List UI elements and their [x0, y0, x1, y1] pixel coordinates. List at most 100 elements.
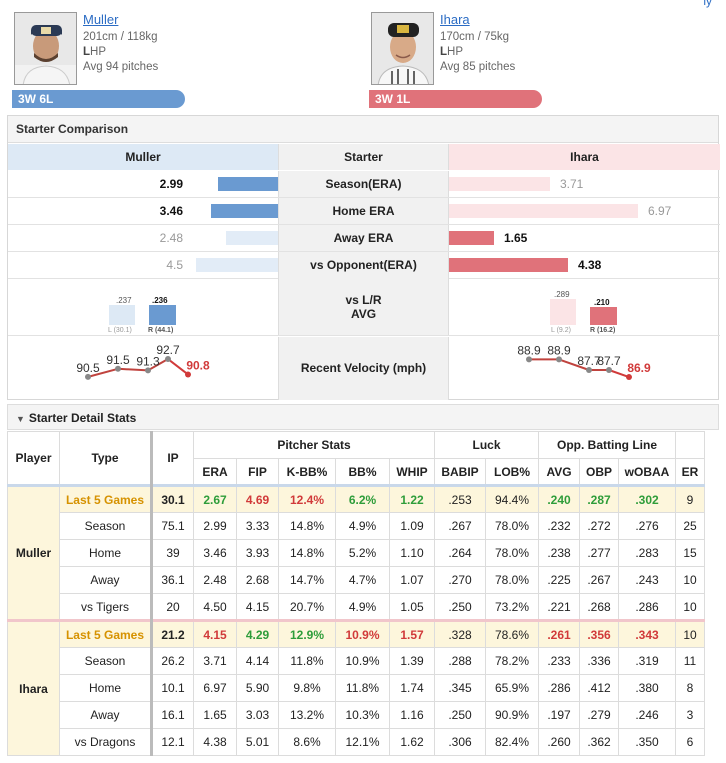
- type-cell: Season: [59, 512, 152, 540]
- comparison-row: 2.48 Away ERA 1.65: [8, 225, 720, 252]
- velocity-line-segment: [117, 367, 149, 372]
- th-obp: OBP: [579, 458, 619, 486]
- velocity-label: 88.9: [547, 343, 571, 357]
- er-cell: 15: [675, 539, 705, 567]
- whip-cell: 1.22: [389, 484, 435, 513]
- velocity-point: [185, 371, 191, 378]
- pitcher-hand-right: LHP: [440, 46, 464, 58]
- pitcher-name-left[interactable]: Muller: [83, 12, 119, 27]
- pitcher-size-left: 201cm / 118kg: [83, 31, 158, 43]
- th-babip: BABIP: [434, 458, 486, 486]
- lr-left-r-tag: R (44.1): [148, 327, 174, 334]
- record-badge-right: 3W 1L: [369, 90, 542, 108]
- obp-cell: .279: [579, 701, 619, 729]
- comparison-right: 3.71: [449, 171, 720, 197]
- detail-stats-title[interactable]: ▼ Starter Detail Stats: [7, 404, 719, 430]
- avg-cell: .240: [538, 484, 580, 513]
- collapse-triangle-icon[interactable]: ▼: [16, 414, 25, 424]
- lob-cell: 78.6%: [485, 619, 539, 648]
- velocity-label: 91.3: [136, 354, 160, 368]
- velocity-label: 90.8: [186, 358, 210, 372]
- velocity-label: 92.7: [156, 343, 180, 357]
- bb-cell: 10.3%: [335, 701, 390, 729]
- bb-cell: 4.9%: [335, 512, 390, 540]
- avg-cell: .225: [538, 566, 580, 594]
- comparison-row: 3.46 Home ERA 6.97: [8, 198, 720, 225]
- th-avg: AVG: [538, 458, 580, 486]
- woba-cell: .380: [618, 674, 676, 702]
- type-cell: Last 5 Games: [59, 619, 152, 648]
- velocity-label: 87.7: [597, 354, 621, 368]
- woba-cell: .283: [618, 539, 676, 567]
- comparison-right: 4.38: [449, 252, 720, 278]
- comparison-left-bar: [218, 177, 278, 191]
- kbb-cell: 12.4%: [278, 484, 336, 513]
- table-row: Away 16.1 1.65 3.03 13.2% 10.3% 1.16.250 90.9%.…: [8, 701, 705, 729]
- fip-cell: 5.01: [236, 728, 279, 756]
- velocity-label: 87.7: [577, 354, 601, 368]
- whip-cell: 1.07: [389, 566, 435, 594]
- table-row: Home 39 3.46 3.93 14.8% 5.2% 1.10.264 78.0% .238…: [8, 539, 705, 567]
- type-cell: Home: [59, 674, 152, 702]
- kbb-cell: 13.2%: [278, 701, 336, 729]
- top-link[interactable]: ly: [703, 0, 712, 8]
- velocity-chart-right: 88.9 88.9 87.787.7 86.9: [517, 343, 651, 381]
- er-cell: 10: [675, 566, 705, 594]
- type-cell: Season: [59, 647, 152, 675]
- er-cell: 6: [675, 728, 705, 756]
- avg-cell: .286: [538, 674, 580, 702]
- th-player: Player: [7, 431, 60, 486]
- comparison-label: Away ERA: [278, 225, 449, 251]
- pitcher-card-left: Muller 201cm / 118kg LHP Avg 94 pitches …: [12, 12, 282, 108]
- th-bb: BB%: [335, 458, 390, 486]
- comparison-left-value: 2.48: [159, 231, 183, 245]
- woba-cell: .302: [618, 484, 676, 513]
- babip-cell: .250: [434, 701, 486, 729]
- velocity-point: [165, 356, 171, 363]
- table-row: Season 75.1 2.99 3.33 14.8% 4.9% 1.09.267 78.0%…: [8, 512, 705, 540]
- avg-cell: .232: [538, 512, 580, 540]
- ip-cell: 26.2: [150, 647, 194, 675]
- babip-cell: .267: [434, 512, 486, 540]
- pitcher-photo-right: [371, 12, 434, 85]
- fip-cell: 4.69: [236, 484, 279, 513]
- lr-right-l-bar: [550, 299, 576, 325]
- babip-cell: .264: [434, 539, 486, 567]
- babip-cell: .345: [434, 674, 486, 702]
- detail-stats-title-text: Starter Detail Stats: [28, 411, 137, 425]
- whip-cell: 1.62: [389, 728, 435, 756]
- babip-cell: .306: [434, 728, 486, 756]
- lr-right-l-val: .289: [554, 290, 570, 299]
- th-whip: WHIP: [389, 458, 435, 486]
- th-luck: Luck: [434, 431, 539, 459]
- er-cell: 9: [675, 484, 705, 513]
- whip-cell: 1.16: [389, 701, 435, 729]
- comparison-left-value: 3.46: [159, 204, 183, 218]
- ip-cell: 30.1: [150, 484, 194, 513]
- comparison-left: 4.5: [8, 252, 278, 278]
- kbb-cell: 9.8%: [278, 674, 336, 702]
- whip-cell: 1.57: [389, 619, 435, 648]
- velocity-point: [115, 365, 121, 372]
- obp-cell: .277: [579, 539, 619, 567]
- fip-cell: 4.14: [236, 647, 279, 675]
- babip-cell: .253: [434, 484, 486, 513]
- comparison-left-bar: [226, 231, 278, 245]
- lr-left-r-bar: [149, 305, 176, 325]
- lr-label: vs L/R AVG: [278, 278, 449, 335]
- pitcher-name-right[interactable]: Ihara: [440, 12, 470, 27]
- lr-left-l-bar: [109, 305, 135, 325]
- comparison-header-left: Muller: [8, 144, 278, 170]
- velocity-label: 86.9: [627, 361, 651, 375]
- obp-cell: .287: [579, 484, 619, 513]
- fip-cell: 3.03: [236, 701, 279, 729]
- avg-cell: .221: [538, 593, 580, 621]
- kbb-cell: 14.8%: [278, 512, 336, 540]
- ip-cell: 16.1: [150, 701, 194, 729]
- fip-cell: 4.15: [236, 593, 279, 621]
- ip-cell: 75.1: [150, 512, 194, 540]
- lr-label-1: vs L/R: [345, 293, 382, 307]
- bb-cell: 10.9%: [335, 619, 390, 648]
- comparison-header-row: Muller Starter Ihara: [8, 144, 720, 170]
- er-cell: 25: [675, 512, 705, 540]
